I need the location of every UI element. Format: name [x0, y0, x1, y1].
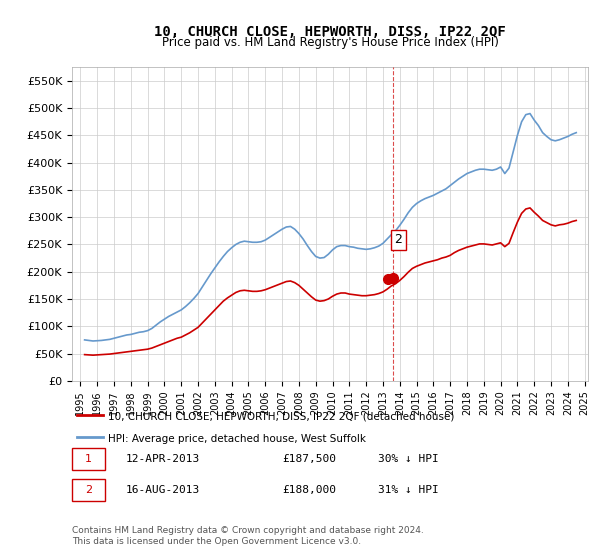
Text: Price paid vs. HM Land Registry's House Price Index (HPI): Price paid vs. HM Land Registry's House …: [161, 36, 499, 49]
Text: 1: 1: [85, 454, 92, 464]
Text: 10, CHURCH CLOSE, HEPWORTH, DISS, IP22 2QF (detached house): 10, CHURCH CLOSE, HEPWORTH, DISS, IP22 2…: [108, 412, 454, 422]
Text: HPI: Average price, detached house, West Suffolk: HPI: Average price, detached house, West…: [108, 433, 366, 444]
Text: £188,000: £188,000: [282, 485, 336, 495]
Text: 2: 2: [394, 234, 403, 246]
Text: 31% ↓ HPI: 31% ↓ HPI: [378, 485, 439, 495]
Text: 16-AUG-2013: 16-AUG-2013: [126, 485, 200, 495]
Text: 12-APR-2013: 12-APR-2013: [126, 454, 200, 464]
Text: Contains HM Land Registry data © Crown copyright and database right 2024.
This d: Contains HM Land Registry data © Crown c…: [72, 526, 424, 546]
Text: 10, CHURCH CLOSE, HEPWORTH, DISS, IP22 2QF: 10, CHURCH CLOSE, HEPWORTH, DISS, IP22 2…: [154, 25, 506, 39]
Text: 2: 2: [85, 485, 92, 495]
Text: £187,500: £187,500: [282, 454, 336, 464]
Text: 30% ↓ HPI: 30% ↓ HPI: [378, 454, 439, 464]
